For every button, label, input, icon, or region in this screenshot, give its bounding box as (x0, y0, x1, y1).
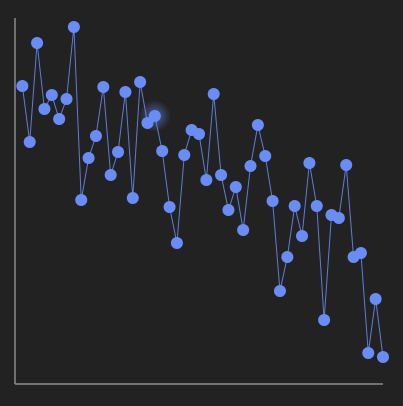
data-point[interactable] (288, 200, 301, 212)
data-point[interactable] (332, 212, 345, 224)
data-point[interactable] (45, 89, 58, 101)
data-point[interactable] (281, 251, 294, 263)
data-point[interactable] (377, 351, 389, 363)
data-point[interactable] (134, 76, 147, 88)
data-point[interactable] (251, 119, 264, 131)
data-point[interactable] (126, 192, 139, 204)
data-point[interactable] (163, 201, 176, 213)
data-point[interactable] (97, 81, 110, 93)
data-point[interactable] (82, 152, 95, 164)
data-point[interactable] (237, 224, 250, 236)
data-point[interactable] (310, 200, 323, 212)
data-point[interactable] (273, 285, 286, 297)
data-point[interactable] (222, 204, 235, 216)
data-point[interactable] (67, 21, 80, 33)
series-line (21, 26, 384, 358)
data-point[interactable] (178, 149, 191, 161)
data-point[interactable] (244, 160, 257, 172)
data-point[interactable] (16, 80, 29, 92)
data-point[interactable] (229, 181, 242, 193)
data-point[interactable] (318, 314, 331, 326)
data-point[interactable] (119, 86, 132, 98)
data-point[interactable] (362, 347, 375, 359)
data-point[interactable] (296, 230, 309, 242)
data-point[interactable] (156, 145, 169, 157)
data-point[interactable] (303, 157, 316, 169)
data-point[interactable] (60, 93, 73, 105)
data-point[interactable] (340, 159, 353, 171)
data-point[interactable] (200, 174, 213, 186)
data-point[interactable] (75, 194, 88, 206)
data-point[interactable] (23, 136, 36, 148)
data-point[interactable] (259, 150, 272, 162)
data-point[interactable] (369, 293, 382, 305)
data-point[interactable] (266, 195, 279, 207)
data-point[interactable] (215, 169, 228, 181)
data-point[interactable] (354, 247, 367, 259)
data-point[interactable] (89, 130, 102, 142)
data-point[interactable] (112, 146, 125, 158)
data-point[interactable] (193, 128, 205, 140)
data-point[interactable] (31, 37, 44, 49)
data-point[interactable] (207, 88, 220, 100)
data-point[interactable] (104, 169, 117, 181)
data-point[interactable] (38, 103, 51, 115)
data-point[interactable] (53, 113, 66, 125)
data-point[interactable] (148, 110, 161, 122)
data-point[interactable] (170, 237, 183, 249)
